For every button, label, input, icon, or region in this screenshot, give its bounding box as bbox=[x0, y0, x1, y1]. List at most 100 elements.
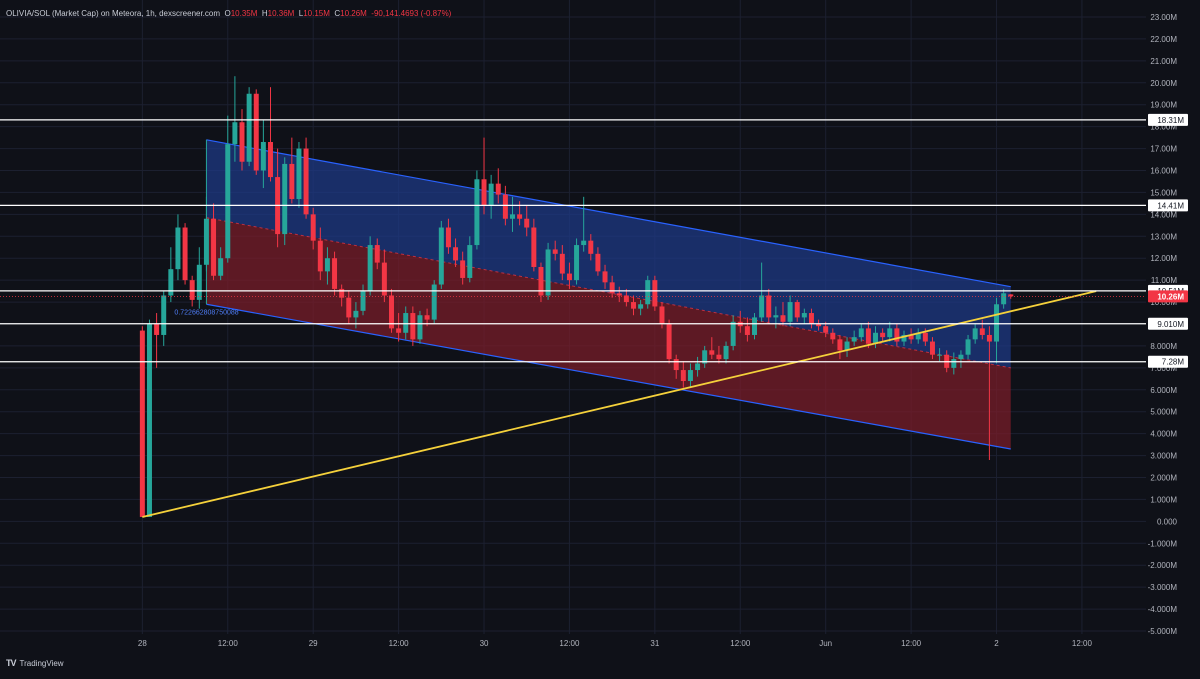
price-tick-label: 18.00M bbox=[1150, 123, 1177, 132]
candle-body bbox=[880, 332, 886, 338]
candle-body bbox=[531, 227, 537, 267]
candle-body bbox=[282, 163, 288, 235]
price-tick-label: 2.000M bbox=[1150, 474, 1177, 483]
time-tick-label: 2 bbox=[994, 639, 999, 648]
candle-body bbox=[837, 339, 843, 351]
candle-body bbox=[324, 258, 330, 272]
close-value: 10.26M bbox=[340, 9, 367, 18]
time-axis[interactable]: 28 12:00 29 12:00 30 12:00 31 12:00 Jun 12:00 2 12:… bbox=[0, 634, 1146, 652]
price-axis[interactable]: 23.00M 22.00M 21.00M 20.00M 19.00M 18.00M 17.0… bbox=[1146, 0, 1200, 674]
candle-body bbox=[631, 302, 636, 309]
candle-body bbox=[317, 240, 323, 272]
time-tick-label: 31 bbox=[650, 639, 659, 648]
candle-body bbox=[289, 163, 295, 200]
level-price-tag bbox=[1148, 113, 1188, 126]
price-tick-label: 17.00M bbox=[1150, 145, 1177, 154]
candle-body bbox=[296, 148, 302, 200]
candle-body bbox=[460, 260, 466, 278]
candle-body bbox=[659, 306, 665, 324]
candle-body bbox=[901, 334, 907, 342]
candle-body bbox=[673, 359, 679, 371]
candle-body bbox=[616, 293, 622, 296]
price-tick-label: 6.000M bbox=[1150, 386, 1177, 395]
candle-body bbox=[488, 183, 494, 206]
time-tick-label: 12:00 bbox=[218, 639, 239, 648]
candle-body bbox=[410, 313, 416, 340]
candle-body bbox=[381, 262, 387, 296]
candle-body bbox=[752, 317, 758, 335]
price-tick-label: 19.00M bbox=[1150, 101, 1177, 110]
candle-body bbox=[196, 264, 202, 300]
candle-body bbox=[253, 93, 259, 171]
open-label: O bbox=[224, 9, 231, 18]
price-tick-label: -4.000M bbox=[1148, 605, 1178, 614]
candle-body bbox=[702, 350, 708, 364]
time-tick-label: 12:00 bbox=[389, 639, 410, 648]
price-tick-label: 7.000M bbox=[1150, 364, 1177, 373]
time-tick-label: 12:00 bbox=[1072, 639, 1093, 648]
tradingview-brand[interactable]: TV TradingView bbox=[6, 658, 64, 668]
candle-body bbox=[417, 315, 423, 340]
candle-body bbox=[830, 332, 836, 340]
candle-body bbox=[510, 214, 515, 219]
candle-body bbox=[808, 313, 814, 324]
candle-body bbox=[759, 295, 765, 318]
price-tick-label: 23.00M bbox=[1150, 13, 1177, 22]
candle-body bbox=[922, 332, 928, 342]
candle-body bbox=[581, 240, 587, 246]
candle-body bbox=[260, 141, 266, 171]
time-axis-background bbox=[0, 634, 1146, 652]
candle-body bbox=[566, 273, 572, 281]
price-tick-label: 5.000M bbox=[1150, 408, 1177, 417]
candle-body bbox=[552, 249, 558, 254]
price-tick-label: 13.00M bbox=[1150, 232, 1177, 241]
low-value: 10.15M bbox=[303, 9, 330, 18]
level-price-label: 7.28M bbox=[1162, 358, 1185, 367]
price-tick-label: 8.000M bbox=[1150, 342, 1177, 351]
current-price-tag bbox=[1148, 290, 1188, 303]
candle-body bbox=[161, 295, 167, 335]
symbol-legend: OLIVIA/SOL (Market Cap) on Meteora, 1h, … bbox=[6, 9, 451, 18]
candle-body bbox=[310, 214, 316, 241]
candle-body bbox=[146, 324, 152, 517]
price-tick-label: 0.000 bbox=[1157, 517, 1178, 526]
candle-body bbox=[495, 183, 501, 195]
candle-body bbox=[929, 341, 935, 355]
candle-body bbox=[246, 93, 252, 162]
time-tick-label: 12:00 bbox=[901, 639, 922, 648]
candle-body bbox=[958, 354, 964, 360]
candle-body bbox=[396, 328, 402, 333]
open-value: 10.35M bbox=[230, 9, 258, 18]
candle-body bbox=[816, 324, 822, 327]
candle-body bbox=[303, 148, 309, 215]
candle-body bbox=[189, 280, 195, 300]
candle-body bbox=[609, 282, 615, 294]
candle-body bbox=[979, 328, 985, 335]
candle-body bbox=[175, 227, 181, 270]
candle-body bbox=[424, 315, 430, 320]
high-label: H bbox=[261, 9, 268, 18]
level-price-label: 14.41M bbox=[1157, 201, 1184, 210]
price-tick-label: -3.000M bbox=[1148, 583, 1178, 592]
change-value: -90,141.4693 (-0.87%) bbox=[371, 9, 452, 18]
price-tick-label: -5.000M bbox=[1148, 627, 1178, 636]
price-tick-label: 12.00M bbox=[1150, 254, 1177, 263]
price-tick-label: 14.00M bbox=[1150, 210, 1177, 219]
candle-body bbox=[709, 350, 715, 355]
tradingview-logo-icon: TV bbox=[6, 658, 16, 668]
candle-body bbox=[524, 218, 530, 228]
candle-body bbox=[467, 245, 473, 278]
price-tick-label: 4.000M bbox=[1150, 430, 1177, 439]
candle-body bbox=[239, 122, 245, 162]
candle-body bbox=[937, 354, 943, 356]
candle-body bbox=[502, 194, 508, 219]
candle-body bbox=[574, 245, 580, 281]
candle-body bbox=[588, 240, 594, 254]
candle-body bbox=[595, 253, 601, 272]
candle-body bbox=[431, 284, 437, 320]
channel-lower-line bbox=[206, 303, 1011, 450]
candle-body bbox=[182, 227, 188, 281]
candle-body bbox=[538, 266, 544, 296]
